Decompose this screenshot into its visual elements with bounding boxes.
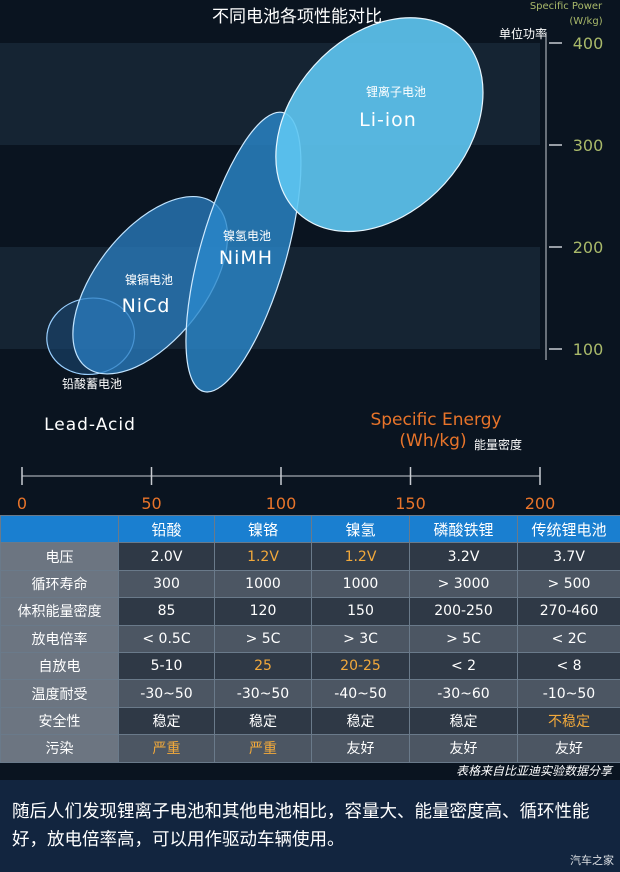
table-cell: 友好 xyxy=(409,734,518,763)
table-cell: 友好 xyxy=(311,734,410,763)
battery-chart: 铅酸蓄电池 Lead-Acid 镍镉电池 NiCd 镍氢电池 NiMH 锂离子电池 Li-io… xyxy=(0,1,604,513)
table-cell: 稳定 xyxy=(214,706,312,736)
x-axis-label-en-2: (Wh/kg) xyxy=(399,431,466,451)
row-header: 放电倍率 xyxy=(0,624,119,653)
table-cell: 3.7V xyxy=(517,542,620,571)
table-cell: 85 xyxy=(118,597,215,626)
region-label-cn-lead-acid: 铅酸蓄电池 xyxy=(62,376,122,391)
table-row: 污染 严重 严重 友好 友好 友好 xyxy=(0,734,620,763)
region-label-cn-nimh: 镍氢电池 xyxy=(223,228,271,243)
summary-panel: 随后人们发现锂离子电池和其他电池相比，容量大、能量密度高、循环性能好，放电倍率高… xyxy=(0,780,620,872)
y-axis-label-en-1: Specific Power xyxy=(530,1,603,12)
table-cell: > 5C xyxy=(409,624,518,653)
table-cell: 严重 xyxy=(214,734,312,763)
table-cell: 120 xyxy=(214,597,312,626)
table-cell: -30~50 xyxy=(214,679,312,708)
row-header: 温度耐受 xyxy=(0,679,119,708)
table-cell: 1000 xyxy=(311,569,410,599)
x-tick-label-100: 100 xyxy=(266,494,297,513)
region-label-en-lead-acid: Lead-Acid xyxy=(44,415,136,435)
column-header: 传统锂电池 xyxy=(517,514,620,544)
region-label-cn-nicd: 镍镉电池 xyxy=(125,273,173,287)
table-cell: -40~50 xyxy=(311,679,410,708)
region-li-ion xyxy=(275,17,484,233)
column-header: 镍铬 xyxy=(214,514,312,544)
table-cell: < 2 xyxy=(409,651,518,681)
spec-table-container: 铅酸 镍铬 镍氢 磷酸铁锂 传统锂电池 电压 2.0V 1.2V 1.2V 3.2V 3.7V 循环… xyxy=(0,514,620,765)
column-header: 磷酸铁锂 xyxy=(409,514,518,544)
row-header: 自放电 xyxy=(0,651,119,681)
y-tick-label-100: 100 xyxy=(573,340,604,359)
summary-text: 随后人们发现锂离子电池和其他电池相比，容量大、能量密度高、循环性能好，放电倍率高… xyxy=(12,802,590,850)
region-label-en-nicd: NiCd xyxy=(122,295,171,317)
table-cell: 稳定 xyxy=(409,706,518,736)
row-header: 电压 xyxy=(0,542,119,571)
table-cell: -30~50 xyxy=(118,679,215,708)
region-label-en-li-ion: Li-ion xyxy=(359,109,417,131)
table-cell: > 5C xyxy=(214,624,312,653)
table-cell: 稳定 xyxy=(118,706,215,736)
table-cell: -30~60 xyxy=(409,679,518,708)
table-cell: 不稳定 xyxy=(517,706,620,736)
x-tick-label-200: 200 xyxy=(525,494,556,513)
region-label-en-nimh: NiMH xyxy=(219,247,273,269)
y-tick-label-400: 400 xyxy=(573,34,604,53)
table-row: 自放电 5-10 25 20-25 < 2 < 8 xyxy=(0,651,620,681)
table-cell: 1.2V xyxy=(311,542,410,571)
y-axis-label-cn: 单位功率 xyxy=(499,26,547,41)
table-cell: < 2C xyxy=(517,624,620,653)
table-cell: 稳定 xyxy=(311,706,410,736)
table-cell: 3.2V xyxy=(409,542,518,571)
table-cell: 150 xyxy=(311,597,410,626)
table-cell: 严重 xyxy=(118,734,215,763)
table-row: 安全性 稳定 稳定 稳定 稳定 不稳定 xyxy=(0,706,620,736)
x-tick-label-150: 150 xyxy=(395,494,426,513)
table-row: 温度耐受 -30~50 -30~50 -40~50 -30~60 -10~50 xyxy=(0,679,620,708)
table-cell: 1.2V xyxy=(214,542,312,571)
table-cell: > 3C xyxy=(311,624,410,653)
table-cell: 300 xyxy=(118,569,215,599)
table-cell: < 0.5C xyxy=(118,624,215,653)
table-row: 体积能量密度 85 120 150 200-250 270-460 xyxy=(0,597,620,626)
watermark: 汽车之家 xyxy=(570,854,614,867)
x-tick-label-0: 0 xyxy=(17,494,27,513)
row-header: 污染 xyxy=(0,734,119,763)
x-axis-label-cn: 能量密度 xyxy=(474,437,522,452)
y-tick-label-200: 200 xyxy=(573,238,604,257)
y-axis-label-en-2: (W/kg) xyxy=(569,16,602,27)
x-tick-label-50: 50 xyxy=(141,494,161,513)
x-axis-label-en-1: Specific Energy xyxy=(370,410,501,430)
table-row: 循环寿命 300 1000 1000 > 3000 > 500 xyxy=(0,569,620,599)
table-cell: 友好 xyxy=(517,734,620,763)
battery-spec-table: 铅酸 镍铬 镍氢 磷酸铁锂 传统锂电池 电压 2.0V 1.2V 1.2V 3.2V 3.7V 循环… xyxy=(0,514,620,763)
table-cell: 2.0V xyxy=(118,542,215,571)
table-cell: 20-25 xyxy=(311,651,410,681)
table-cell: 1000 xyxy=(214,569,312,599)
row-header: 体积能量密度 xyxy=(0,597,119,626)
table-corner xyxy=(0,514,119,544)
table-cell: > 500 xyxy=(517,569,620,599)
table-row: 放电倍率 < 0.5C > 5C > 3C > 5C < 2C xyxy=(0,624,620,653)
table-cell: -10~50 xyxy=(517,679,620,708)
chart-title: 不同电池各项性能对比 xyxy=(212,7,382,27)
region-nimh xyxy=(185,111,302,393)
source-note: 表格来自比亚迪实验数据分享 xyxy=(455,764,612,778)
table-cell: > 3000 xyxy=(409,569,518,599)
column-header: 镍氢 xyxy=(311,514,410,544)
y-tick-label-300: 300 xyxy=(573,136,604,155)
table-cell: 25 xyxy=(214,651,312,681)
table-cell: 5-10 xyxy=(118,651,215,681)
chart-area: 铅酸蓄电池 Lead-Acid 镍镉电池 NiCd 镍氢电池 NiMH 锂离子电池 Li-io… xyxy=(0,1,604,513)
table-cell: < 8 xyxy=(517,651,620,681)
column-header: 铅酸 xyxy=(118,514,215,544)
table-cell: 200-250 xyxy=(409,597,518,626)
row-header: 循环寿命 xyxy=(0,569,119,599)
table-row: 电压 2.0V 1.2V 1.2V 3.2V 3.7V xyxy=(0,542,620,571)
row-header: 安全性 xyxy=(0,706,119,736)
table-cell: 270-460 xyxy=(517,597,620,626)
region-label-cn-li-ion: 锂离子电池 xyxy=(366,84,426,99)
